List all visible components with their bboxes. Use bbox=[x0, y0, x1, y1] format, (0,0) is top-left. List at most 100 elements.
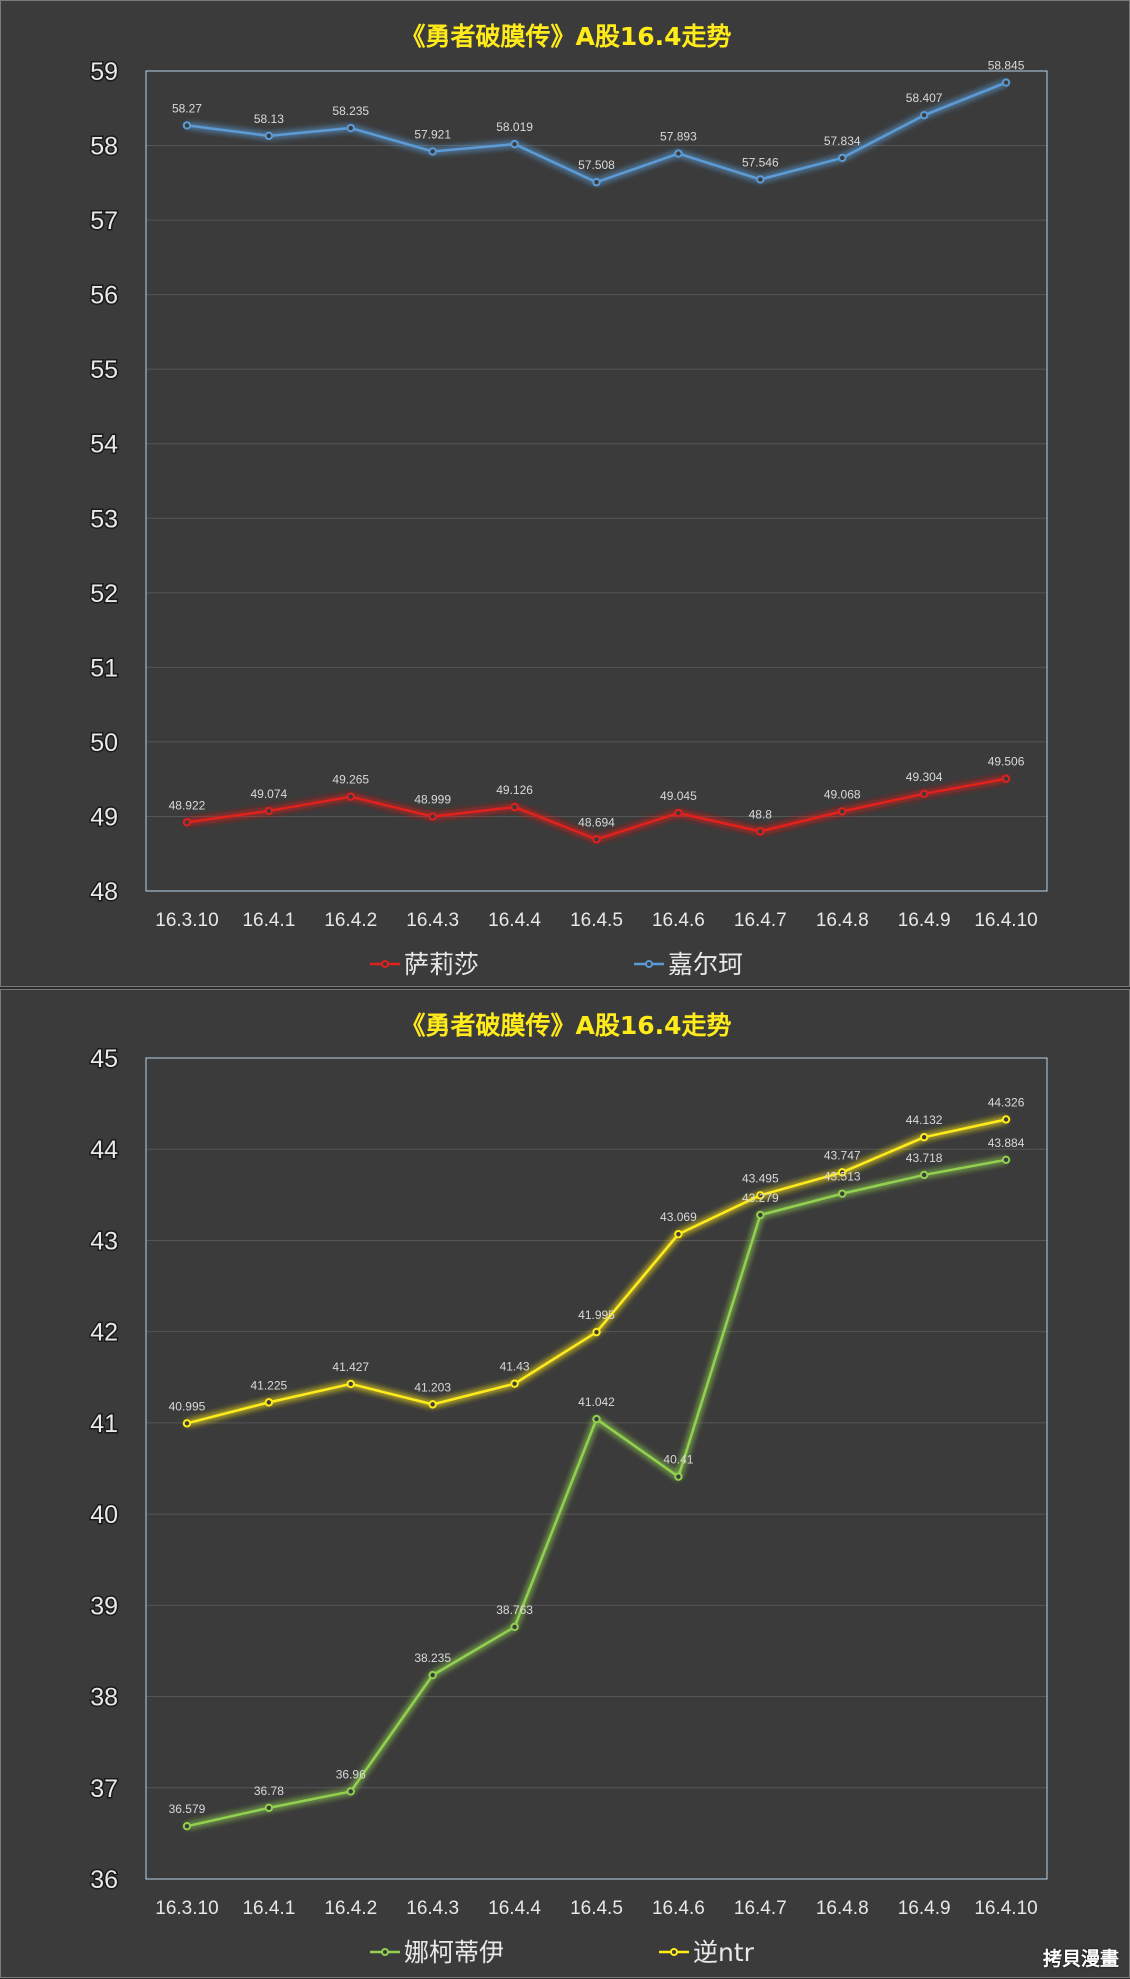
data-label: 36.579 bbox=[169, 1802, 206, 1816]
y-tick-label: 42 bbox=[90, 1319, 118, 1347]
data-label: 40.41 bbox=[663, 1453, 693, 1467]
data-label: 41.203 bbox=[414, 1380, 451, 1394]
series-line bbox=[186, 777, 1007, 841]
data-point bbox=[674, 1229, 683, 1239]
data-label: 57.508 bbox=[578, 158, 615, 172]
x-tick-label: 16.4.10 bbox=[974, 1898, 1037, 1919]
data-point bbox=[346, 792, 355, 801]
data-label: 38.763 bbox=[496, 1603, 533, 1617]
data-label: 58.27 bbox=[172, 101, 202, 115]
y-tick-label: 38 bbox=[90, 1684, 118, 1712]
data-label: 49.265 bbox=[332, 773, 369, 787]
y-tick-label: 43 bbox=[90, 1227, 118, 1255]
y-tick-label: 50 bbox=[90, 729, 118, 757]
line-chart: 48 49 50 51 52 53 54 55 56 57 58 59 16.3.10 16.4.1 16.… bbox=[89, 57, 1048, 979]
y-tick-label: 52 bbox=[90, 580, 118, 608]
x-tick-label: 16.4.8 bbox=[816, 1898, 869, 1919]
chart-title: 《勇者破膜传》A股16.4走势 bbox=[400, 1011, 732, 1040]
data-point bbox=[592, 1327, 601, 1337]
data-label: 57.546 bbox=[742, 155, 779, 169]
data-label: 43.279 bbox=[742, 1191, 779, 1205]
data-point bbox=[510, 1622, 519, 1632]
data-point bbox=[182, 818, 192, 827]
data-point bbox=[346, 123, 355, 133]
x-tick-label: 16.3.10 bbox=[155, 1898, 218, 1919]
data-point bbox=[1001, 78, 1011, 87]
data-label: 49.506 bbox=[988, 755, 1025, 769]
data-label: 49.126 bbox=[496, 783, 533, 797]
data-label: 41.43 bbox=[500, 1360, 530, 1374]
data-point bbox=[838, 1189, 847, 1198]
data-point bbox=[428, 1400, 437, 1409]
plot-area-border bbox=[145, 1057, 1048, 1880]
legend-marker bbox=[381, 960, 389, 968]
x-tick-label: 16.4.1 bbox=[242, 1898, 295, 1919]
plot-area-border bbox=[145, 70, 1048, 892]
y-tick-label: 55 bbox=[90, 356, 118, 384]
data-point bbox=[592, 178, 601, 187]
data-label: 40.995 bbox=[169, 1399, 206, 1413]
legend-marker bbox=[645, 960, 653, 968]
x-tick-label: 16.4.4 bbox=[488, 1898, 541, 1919]
data-point bbox=[182, 1821, 192, 1831]
y-tick-label: 37 bbox=[90, 1775, 118, 1803]
data-point bbox=[756, 1191, 765, 1200]
data-label: 48.999 bbox=[414, 793, 451, 807]
data-point bbox=[510, 139, 519, 149]
data-label: 58.845 bbox=[988, 59, 1025, 73]
data-point bbox=[1001, 1115, 1011, 1124]
legend-label: 娜柯蒂伊 bbox=[404, 1938, 504, 1967]
watermark: 拷貝漫畫 bbox=[1042, 1948, 1119, 1970]
data-label: 49.304 bbox=[906, 770, 943, 784]
data-point bbox=[919, 1170, 929, 1180]
series-line bbox=[186, 1158, 1007, 1828]
data-point bbox=[428, 812, 437, 821]
y-tick-label: 56 bbox=[90, 282, 118, 310]
data-label: 58.235 bbox=[332, 104, 369, 118]
data-point bbox=[264, 131, 274, 141]
y-tick-label: 57 bbox=[90, 207, 118, 235]
data-point bbox=[838, 807, 847, 816]
data-point bbox=[428, 1670, 437, 1680]
data-label: 49.068 bbox=[824, 787, 861, 801]
x-tick-label: 16.4.2 bbox=[324, 1898, 377, 1919]
data-label: 43.747 bbox=[824, 1148, 861, 1162]
data-label: 43.718 bbox=[906, 1151, 943, 1165]
data-label: 49.045 bbox=[660, 789, 697, 803]
data-point bbox=[838, 153, 847, 163]
data-point bbox=[346, 1379, 355, 1389]
data-label: 48.8 bbox=[749, 807, 773, 821]
data-label: 57.834 bbox=[824, 134, 861, 148]
data-label: 38.235 bbox=[414, 1651, 451, 1665]
data-point bbox=[919, 789, 929, 798]
data-label: 48.922 bbox=[169, 798, 206, 812]
y-tick-label: 48 bbox=[90, 878, 118, 906]
chart-panel-2: 《勇者破膜传》A股16.4走势 36 37 38 39 40 41 42 43 44 45 16.3… bbox=[0, 989, 1130, 1978]
chart-title: 《勇者破膜传》A股16.4走势 bbox=[400, 22, 732, 51]
x-tick-label: 16.4.2 bbox=[324, 910, 377, 931]
x-tick-label: 16.4.5 bbox=[570, 1898, 623, 1919]
x-tick-label: 16.4.6 bbox=[652, 1898, 705, 1919]
data-point bbox=[1001, 774, 1011, 783]
x-tick-label: 16.4.1 bbox=[242, 910, 295, 931]
data-label: 48.694 bbox=[578, 815, 615, 829]
data-point bbox=[264, 1398, 274, 1407]
series-line bbox=[186, 1118, 1007, 1425]
chart-panel-1: 《勇者破膜传》A股16.4走势 48 49 50 51 52 53 54 55 56 57 58 59… bbox=[0, 0, 1130, 987]
x-tick-label: 16.4.3 bbox=[406, 1898, 459, 1919]
data-point bbox=[674, 1472, 683, 1481]
line-chart: 36 37 38 39 40 41 42 43 44 45 16.3.10 16.4.1 16.4.2 1… bbox=[89, 1044, 1048, 1967]
data-label: 44.132 bbox=[906, 1113, 943, 1127]
data-label: 36.78 bbox=[254, 1784, 284, 1798]
data-point bbox=[510, 802, 519, 812]
data-label: 43.513 bbox=[824, 1170, 861, 1184]
x-tick-label: 16.4.7 bbox=[734, 910, 787, 931]
x-tick-label: 16.3.10 bbox=[155, 910, 218, 931]
data-label: 43.495 bbox=[742, 1171, 779, 1185]
legend-label: 逆ntr bbox=[693, 1938, 755, 1967]
data-point bbox=[592, 1414, 601, 1424]
y-tick-label: 45 bbox=[90, 1045, 118, 1073]
data-label: 41.995 bbox=[578, 1308, 615, 1322]
x-tick-label: 16.4.6 bbox=[652, 910, 705, 931]
x-tick-label: 16.4.3 bbox=[406, 910, 459, 931]
